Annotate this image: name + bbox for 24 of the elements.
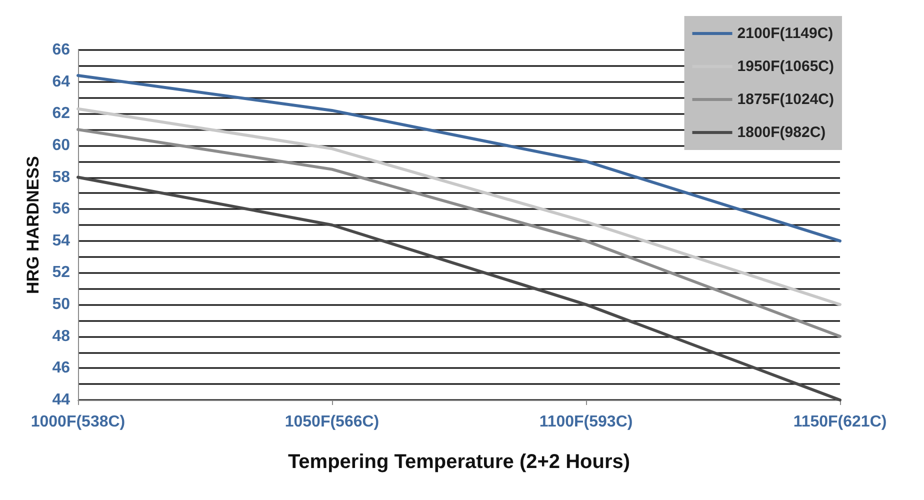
x-tick-label: 1100F(593C) [539,414,633,430]
legend-label: 2100F(1149C) [737,25,834,42]
legend-label: 1875F(1024C) [737,91,834,108]
y-tick-label: 50 [52,296,70,314]
x-tick-label: 1000F(538C) [30,414,126,430]
y-tick-label: 48 [52,328,70,345]
y-tick-label: 44 [52,392,70,408]
y-tick-label: 52 [52,264,70,282]
y-tick-label: 66 [52,42,70,58]
x-tick-label: 1050F(566C) [284,414,380,430]
y-tick-label: 46 [52,360,70,377]
y-tick-label: 54 [52,232,70,250]
y-tick-label: 60 [52,136,70,154]
line-series [76,107,842,306]
y-axis-title: HRG HARDNESS [23,156,42,294]
legend-label: 1800F(982C) [737,124,826,141]
line-series [76,74,842,242]
y-tick-label: 64 [52,73,70,90]
x-axis-title: Tempering Temperature (2+2 Hours) [288,451,630,473]
y-tick-label: 58 [52,168,70,186]
legend-label: 1950F(1065C) [737,58,834,75]
y-tick-label: 56 [52,200,70,218]
y-tick-label: 62 [52,105,70,122]
x-tick-label: 1150F(621C) [793,414,887,430]
